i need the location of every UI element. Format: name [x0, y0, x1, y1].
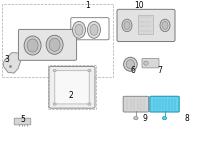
Text: 4: 4	[33, 32, 37, 41]
Ellipse shape	[122, 19, 132, 32]
Ellipse shape	[134, 117, 138, 120]
FancyBboxPatch shape	[49, 66, 95, 108]
Text: 2: 2	[69, 91, 73, 100]
Ellipse shape	[49, 38, 60, 51]
FancyBboxPatch shape	[55, 71, 89, 104]
Ellipse shape	[124, 21, 130, 29]
Text: 9: 9	[143, 114, 147, 123]
Ellipse shape	[88, 103, 91, 105]
Ellipse shape	[88, 21, 101, 38]
Ellipse shape	[90, 24, 98, 35]
Ellipse shape	[162, 117, 167, 120]
Ellipse shape	[24, 36, 41, 55]
Text: 8: 8	[185, 114, 189, 123]
Bar	[2, 4, 113, 77]
Text: 10: 10	[134, 1, 144, 10]
Text: 7: 7	[158, 66, 162, 75]
FancyBboxPatch shape	[142, 58, 159, 68]
Text: 6: 6	[131, 66, 135, 75]
Bar	[138, 15, 153, 34]
Ellipse shape	[27, 39, 38, 52]
Text: 5: 5	[21, 115, 25, 124]
FancyBboxPatch shape	[123, 96, 149, 112]
Ellipse shape	[88, 69, 91, 72]
Ellipse shape	[160, 19, 170, 32]
FancyBboxPatch shape	[117, 9, 175, 42]
Ellipse shape	[53, 103, 56, 105]
Ellipse shape	[46, 35, 63, 54]
Ellipse shape	[75, 24, 83, 35]
Polygon shape	[3, 52, 21, 73]
Ellipse shape	[124, 57, 137, 71]
FancyBboxPatch shape	[18, 29, 77, 60]
Bar	[48, 65, 96, 109]
Ellipse shape	[144, 61, 148, 65]
Ellipse shape	[53, 69, 56, 72]
Ellipse shape	[162, 21, 168, 29]
Ellipse shape	[72, 21, 86, 38]
Text: 1: 1	[86, 1, 90, 10]
Ellipse shape	[126, 60, 135, 69]
FancyBboxPatch shape	[14, 118, 31, 125]
Text: 3: 3	[5, 55, 9, 64]
FancyBboxPatch shape	[150, 96, 179, 112]
